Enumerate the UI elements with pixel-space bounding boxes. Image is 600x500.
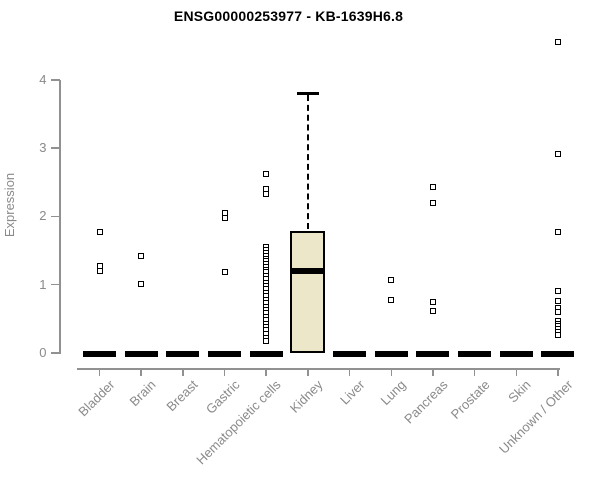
- x-tick: [182, 368, 184, 376]
- outlier-point: [96, 268, 103, 275]
- y-tick-label: 2: [39, 208, 47, 224]
- y-tick: [50, 352, 60, 354]
- collapsed-median-bar: [208, 351, 242, 357]
- x-tick: [307, 368, 309, 376]
- outlier-point: [221, 215, 228, 222]
- outlier-point: [263, 190, 270, 197]
- x-axis-line: [77, 368, 560, 370]
- outlier-point: [429, 199, 436, 206]
- x-tick: [348, 368, 351, 376]
- x-tick: [98, 368, 101, 376]
- y-tick: [50, 147, 60, 149]
- outlier-point: [96, 229, 103, 236]
- collapsed-median-bar: [416, 351, 450, 357]
- outlier-point: [429, 307, 436, 314]
- collapsed-median-bar: [499, 351, 533, 357]
- y-tick-label: 4: [39, 71, 47, 87]
- collapsed-median-bar: [333, 351, 367, 357]
- chart-title: ENSG00000253977 - KB-1639H6.8: [173, 8, 404, 24]
- y-axis-line: [59, 79, 61, 354]
- outlier-point: [554, 298, 561, 305]
- x-tick: [390, 368, 392, 376]
- outlier-point: [554, 229, 561, 236]
- y-tick-label: 3: [39, 140, 47, 156]
- y-tick-label: 1: [39, 276, 47, 292]
- outlier-point: [554, 309, 561, 316]
- outlier-point: [221, 268, 228, 275]
- collapsed-median-bar: [249, 351, 283, 357]
- outlier-point: [554, 38, 561, 45]
- x-tick: [432, 368, 434, 376]
- outlier-point: [554, 150, 561, 157]
- outlier-point: [388, 276, 395, 283]
- collapsed-median-bar: [83, 351, 116, 357]
- collapsed-median-bar: [124, 351, 158, 357]
- x-tick: [223, 368, 226, 376]
- collapsed-median-bar: [166, 351, 200, 357]
- whisker-cap: [296, 92, 319, 95]
- outlier-point: [429, 298, 436, 305]
- outlier-point: [138, 281, 145, 288]
- y-tick-label: 0: [39, 345, 47, 360]
- outlier-point: [263, 338, 270, 345]
- y-axis-label: Expression: [2, 172, 17, 238]
- collapsed-median-bar: [541, 351, 575, 357]
- x-tick: [473, 368, 476, 376]
- x-tick: [265, 368, 267, 376]
- y-tick: [50, 283, 60, 286]
- box-kidney: [290, 230, 326, 353]
- y-tick: [50, 79, 60, 81]
- median-line: [290, 268, 326, 274]
- outlier-point: [388, 297, 395, 304]
- outlier-point: [138, 253, 145, 259]
- outlier-point: [554, 331, 561, 338]
- collapsed-median-bar: [374, 351, 408, 357]
- y-tick: [50, 215, 60, 218]
- x-tick: [140, 368, 142, 376]
- whisker-line: [306, 95, 309, 229]
- collapsed-median-bar: [458, 351, 492, 357]
- outlier-point: [263, 171, 270, 178]
- x-tick: [557, 368, 559, 376]
- outlier-point: [429, 184, 436, 191]
- x-tick: [515, 368, 518, 376]
- outlier-point: [554, 287, 561, 294]
